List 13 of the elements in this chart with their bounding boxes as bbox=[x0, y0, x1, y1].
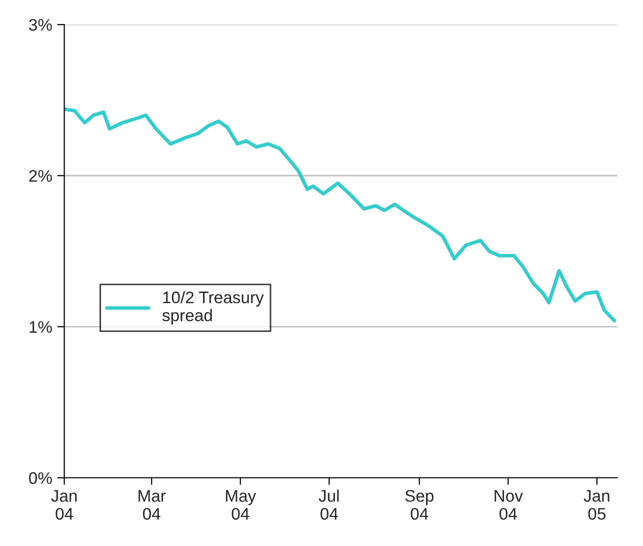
x-tick-label: Nov 04 bbox=[494, 490, 523, 520]
y-tick-label: 0% bbox=[29, 472, 52, 484]
x-tick-label: May 04 bbox=[226, 490, 256, 520]
y-tick-label: 1% bbox=[30, 321, 52, 333]
x-tick-label: Jan 05 bbox=[584, 490, 610, 520]
y-tick-label: 2% bbox=[29, 170, 52, 182]
legend-label: 10/2 Treasury spread bbox=[162, 291, 264, 325]
x-tick-label: Sep 04 bbox=[405, 490, 434, 520]
x-tick-label: Jan 04 bbox=[51, 490, 77, 520]
line-series bbox=[64, 107, 616, 322]
y-tick-label: 3% bbox=[29, 18, 52, 31]
x-tick-label: Jul 04 bbox=[318, 490, 339, 520]
x-tick-label: Mar 04 bbox=[138, 490, 166, 520]
